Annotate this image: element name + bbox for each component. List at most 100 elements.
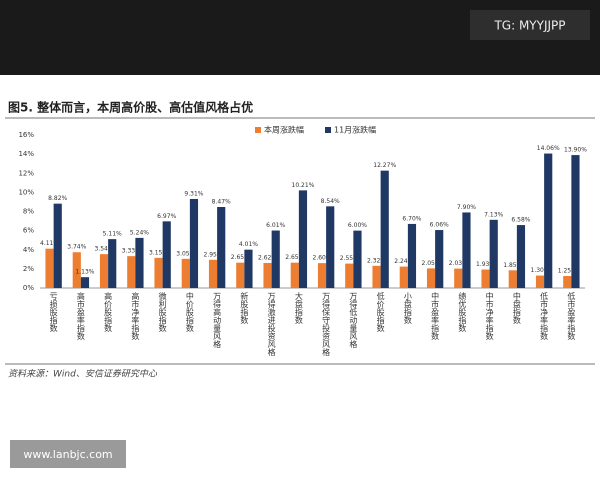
- bar: [462, 212, 471, 288]
- bar: [271, 230, 280, 288]
- x-tick-label: 万得高动量风格: [213, 292, 222, 349]
- data-label: 2.60%: [313, 255, 332, 262]
- source: 资料来源：Wind、安信证券研究中心: [8, 369, 158, 380]
- bar: [508, 270, 517, 288]
- bar: [80, 277, 90, 288]
- data-label: 2.55%: [340, 255, 359, 262]
- y-tick-label: 4%: [23, 246, 34, 254]
- bar: [372, 265, 381, 288]
- data-label: 13.90%: [564, 147, 587, 154]
- chart-title: 图5. 整体而言，本周高价股、高估值风格占优: [8, 100, 253, 115]
- data-label: 8.82%: [48, 195, 67, 202]
- x-tick-label: 大盘指数: [294, 291, 303, 325]
- bar: [353, 230, 362, 288]
- data-label: 2.95%: [204, 251, 223, 258]
- data-label: 6.70%: [402, 215, 421, 222]
- bar: [317, 263, 327, 288]
- data-label: 3.33%: [122, 248, 141, 255]
- y-tick-label: 6%: [23, 227, 34, 235]
- bar: [135, 237, 144, 288]
- data-label: 1.13%: [75, 269, 94, 276]
- legend-label: 11月涨跌幅: [334, 125, 376, 135]
- bar: [563, 276, 572, 288]
- data-label: 2.65%: [285, 254, 304, 261]
- x-tick-label: 低市净率指数: [540, 291, 549, 341]
- x-tick-label: 新股指数: [240, 291, 249, 325]
- bar: [208, 259, 218, 288]
- x-tick-label: 亏损股指数: [49, 292, 58, 333]
- x-tick-label: 绩优股指数: [458, 291, 467, 333]
- x-tick-label: 低市盈率指数: [567, 291, 576, 341]
- data-label: 4.01%: [239, 241, 258, 248]
- bar: [571, 155, 580, 288]
- bar: [217, 207, 226, 288]
- x-tick-label: 低价股指数: [376, 291, 385, 333]
- data-label: 8.54%: [321, 198, 340, 205]
- y-tick-label: 10%: [18, 188, 34, 196]
- x-tick-label: 中市净率指数: [485, 291, 494, 341]
- data-label: 9.31%: [184, 190, 203, 197]
- x-tick-label: 高价股指数: [104, 291, 113, 333]
- data-label: 7.90%: [457, 204, 476, 211]
- y-tick-label: 14%: [18, 150, 34, 158]
- bar: [516, 225, 526, 288]
- data-label: 5.24%: [130, 229, 149, 236]
- data-label: 10.21%: [292, 182, 315, 189]
- y-tick-label: 8%: [23, 208, 34, 216]
- data-label: 3.05%: [176, 250, 195, 257]
- bar: [45, 248, 54, 288]
- data-label: 1.93%: [476, 261, 495, 268]
- x-tick-label: 微利股指数: [158, 291, 167, 333]
- y-tick-label: 2%: [23, 265, 34, 273]
- bar: [535, 275, 545, 288]
- bar: [53, 203, 62, 288]
- bar: [380, 170, 389, 288]
- data-label: 6.06%: [430, 222, 449, 229]
- y-tick-label: 16%: [18, 131, 34, 139]
- bar: [399, 266, 408, 288]
- y-tick-label: 12%: [18, 169, 34, 177]
- legend-swatch: [325, 127, 331, 133]
- data-label: 5.11%: [103, 231, 122, 238]
- watermark-box: [470, 10, 590, 40]
- bar: [189, 198, 199, 288]
- bar: [181, 258, 190, 288]
- x-tick-label: 中价股指数: [185, 291, 194, 333]
- bar: [263, 262, 272, 288]
- data-label: 2.24%: [394, 258, 413, 265]
- bar: [407, 223, 417, 288]
- bar: [489, 219, 498, 288]
- data-label: 3.15%: [149, 249, 168, 256]
- footer-box: [10, 440, 126, 468]
- bar: [544, 153, 553, 288]
- bar: [236, 262, 245, 288]
- bar: [345, 263, 354, 288]
- footer-url: www.lanbjc.com: [23, 448, 112, 461]
- data-label: 1.85%: [503, 262, 522, 269]
- bar: [127, 256, 136, 288]
- bar: [290, 262, 299, 288]
- bar: [326, 206, 335, 288]
- data-label: 6.00%: [348, 222, 367, 229]
- data-label: 2.32%: [367, 257, 386, 264]
- legend-swatch: [255, 127, 261, 133]
- data-label: 1.25%: [558, 268, 577, 275]
- x-tick-label: 高市盈率指数: [76, 291, 85, 341]
- bar: [298, 190, 308, 288]
- data-label: 8.47%: [212, 199, 231, 206]
- x-tick-label: 高市净率指数: [131, 291, 140, 341]
- x-tick-label: 中市盈率指数: [431, 291, 440, 341]
- bar: [162, 221, 171, 288]
- watermark: TG: MYYJJPP: [493, 19, 565, 33]
- data-label: 3.74%: [67, 244, 86, 251]
- data-label: 4.11%: [40, 240, 59, 247]
- bar: [154, 257, 163, 288]
- x-tick-label: 中盘指数: [512, 291, 521, 325]
- data-label: 12.27%: [373, 162, 396, 169]
- data-label: 7.13%: [484, 211, 503, 218]
- data-label: 6.97%: [157, 213, 176, 220]
- bar: [481, 269, 490, 288]
- data-label: 3.54%: [95, 246, 114, 253]
- data-label: 6.58%: [511, 217, 530, 224]
